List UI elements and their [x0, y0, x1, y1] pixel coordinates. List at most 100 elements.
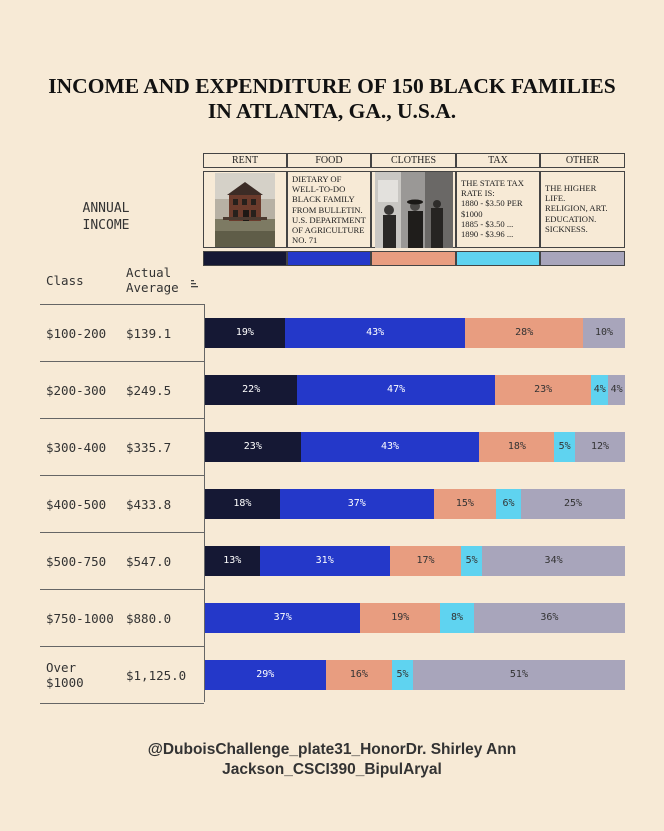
data-label: 34% [544, 555, 563, 566]
row-divider [40, 532, 204, 533]
men-photo-icon [375, 172, 453, 248]
average-cell: $880.0 [126, 611, 172, 626]
data-label: 28% [515, 327, 534, 338]
class-cell: $500-750 [46, 554, 107, 569]
data-label: 12% [591, 441, 610, 452]
bar-segment-clothes: 17% [389, 546, 462, 576]
average-cell: $1,125.0 [126, 668, 187, 683]
data-label: 23% [534, 384, 553, 395]
rent-description [203, 171, 287, 248]
data-label: 43% [366, 327, 385, 338]
bar-segment-rent: 19% [205, 318, 285, 348]
data-label: 37% [273, 612, 292, 623]
bar-segment-food: 43% [300, 432, 480, 462]
header-tax: TAX [456, 153, 540, 168]
title-line-1: INCOME AND EXPENDITURE OF 150 BLACK FAMI… [48, 74, 616, 98]
bar-segment-clothes: 18% [479, 432, 555, 462]
data-label: 5% [558, 441, 571, 452]
data-label: 16% [349, 669, 368, 680]
data-label: 47% [387, 384, 406, 395]
class-cell: Over $1000 [46, 660, 84, 690]
other-description: THE HIGHER LIFE. RELIGION, ART. EDUCATIO… [540, 171, 625, 248]
average-cell: $139.1 [126, 326, 172, 341]
tax-description-text: THE STATE TAX RATE IS: 1880 - $3.50 PER … [461, 178, 524, 240]
footer-text: @DuboisChallenge_plate31_HonorDr. Shirle… [147, 741, 517, 778]
bar-segment-tax: 5% [461, 546, 483, 576]
data-label: 29% [256, 669, 275, 680]
class-cell: $200-300 [46, 383, 107, 398]
data-label: 8% [450, 612, 463, 623]
bar-segment-rent: 22% [205, 375, 298, 405]
swatch-rent [203, 251, 287, 266]
data-label: 31% [315, 555, 334, 566]
table-divider [204, 304, 205, 702]
class-cell: $750-1000 [46, 611, 114, 626]
bar-segment-other: 34% [482, 546, 625, 576]
data-label: 13% [223, 555, 242, 566]
data-label: 43% [381, 441, 400, 452]
data-label: 18% [233, 498, 252, 509]
bar-segment-tax: 5% [554, 432, 576, 462]
clothes-description [371, 171, 456, 248]
row-divider [40, 589, 204, 590]
data-label: 5% [396, 669, 409, 680]
bar-segment-clothes: 23% [494, 375, 592, 405]
actual-average-column-header: Actual Average [126, 265, 179, 295]
row-divider [40, 475, 204, 476]
row-divider [40, 418, 204, 419]
bar-segment-food: 37% [205, 603, 361, 633]
data-label: 5% [465, 555, 478, 566]
bar-segment-food: 31% [259, 546, 390, 576]
bar-segment-tax: 8% [440, 603, 474, 633]
food-description: DIETARY OF WELL-TO-DO BLACK FAMILY FROM … [287, 171, 371, 248]
data-label: 18% [507, 441, 526, 452]
swatch-clothes [371, 251, 456, 266]
row-divider [40, 703, 204, 704]
bar-segment-rent: 18% [205, 489, 280, 519]
data-label: 36% [540, 612, 559, 623]
title-line-2: IN ATLANTA, GA., U.S.A. [207, 99, 457, 123]
bar-segment-tax: 5% [392, 660, 413, 690]
data-label: 22% [242, 384, 261, 395]
bar-segment-food: 47% [297, 375, 495, 405]
swatch-food [287, 251, 371, 266]
data-label: 23% [243, 441, 262, 452]
bar-segment-clothes: 19% [360, 603, 441, 633]
bar-segment-other: 12% [575, 432, 625, 462]
class-cell: $400-500 [46, 497, 107, 512]
bar-segment-clothes: 28% [465, 318, 583, 348]
data-label: 19% [235, 327, 254, 338]
bar-segment-other: 51% [412, 660, 625, 690]
average-cell: $547.0 [126, 554, 172, 569]
bar-segment-other: 10% [583, 318, 625, 348]
swatch-other [540, 251, 625, 266]
row-divider [40, 361, 204, 362]
data-label: 10% [594, 327, 614, 338]
average-cell: $249.5 [126, 383, 172, 398]
data-label: 4% [593, 384, 606, 395]
annual-income-label: ANNUAL INCOME [82, 201, 130, 233]
data-label: 25% [563, 498, 583, 509]
house-photo-icon [215, 173, 275, 247]
data-label: 17% [416, 555, 435, 566]
data-label: 51% [509, 669, 528, 680]
bar-segment-other: 36% [473, 603, 625, 633]
bar-segment-tax: 4% [591, 375, 609, 405]
other-description-text: THE HIGHER LIFE. RELIGION, ART. EDUCATIO… [545, 183, 608, 234]
class-cell: $300-400 [46, 440, 107, 455]
average-cell: $335.7 [126, 440, 172, 455]
average-cell: $433.8 [126, 497, 172, 512]
tax-description: THE STATE TAX RATE IS: 1880 - $3.50 PER … [456, 171, 540, 248]
row-divider [40, 304, 204, 305]
data-label: 4% [610, 384, 623, 395]
chart-title: INCOME AND EXPENDITURE OF 150 BLACK FAMI… [20, 74, 644, 124]
bar-segment-clothes: 15% [433, 489, 497, 519]
bar-segment-other: 25% [521, 489, 625, 519]
footer-credit: @DuboisChallenge_plate31_HonorDr. Shirle… [60, 740, 604, 780]
legend-lines-icon [191, 280, 198, 288]
data-label: 15% [455, 498, 474, 509]
food-description-text: DIETARY OF WELL-TO-DO BLACK FAMILY FROM … [292, 174, 366, 246]
row-divider [40, 646, 204, 647]
data-label: 6% [502, 498, 515, 509]
header-rent: RENT [203, 153, 287, 168]
